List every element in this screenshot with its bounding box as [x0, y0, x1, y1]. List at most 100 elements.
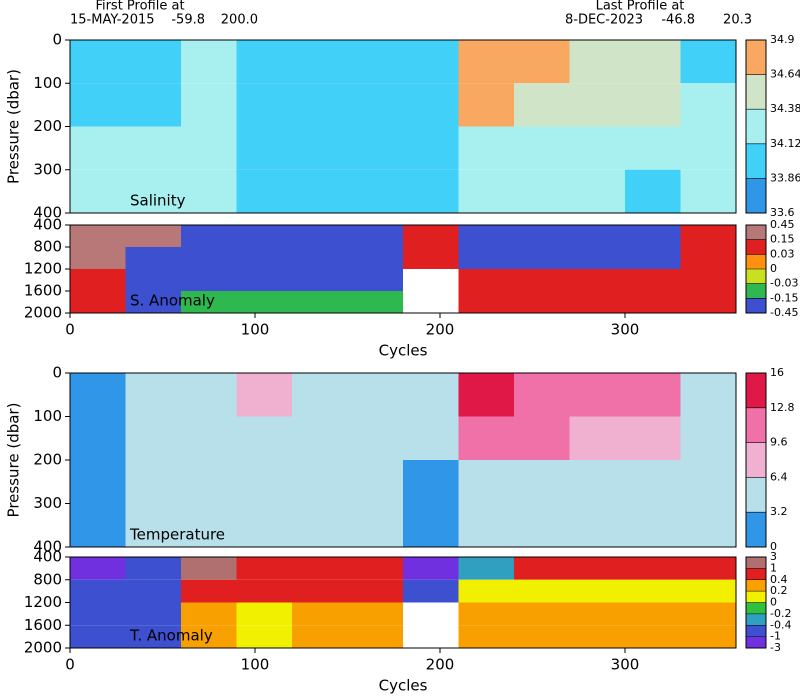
cell [70, 126, 126, 170]
cell [347, 503, 403, 547]
cell [569, 169, 625, 213]
cell [292, 625, 348, 648]
cell [70, 503, 126, 547]
colorbar-label: -0.2 [770, 607, 791, 620]
cell [181, 602, 237, 626]
cell [625, 126, 681, 170]
x-tick-label: 0 [65, 656, 75, 674]
last-label: Last Profile at [596, 0, 685, 14]
y-tick-label: 1600 [24, 282, 62, 300]
cell [125, 625, 181, 648]
cell [569, 602, 625, 626]
first-label: First Profile at [95, 0, 184, 14]
cell [347, 247, 403, 269]
cell [680, 291, 736, 313]
cell [458, 225, 514, 247]
cell [569, 460, 625, 504]
colorbar-label: -3 [770, 641, 781, 654]
cell [125, 416, 181, 460]
cell [181, 416, 237, 460]
y-tick-label: 800 [33, 570, 62, 588]
cell [403, 460, 459, 504]
cell [125, 503, 181, 547]
first-lat: 200.0 [221, 13, 258, 28]
cell [625, 247, 681, 269]
colorbar-label: 0 [770, 262, 777, 275]
cell [347, 291, 403, 313]
cell [458, 503, 514, 547]
cell [680, 460, 736, 504]
y-tick-label: 1200 [24, 593, 62, 611]
cell [514, 373, 570, 417]
colorbar-swatch [746, 178, 766, 213]
cell [236, 460, 292, 504]
cell [458, 373, 514, 417]
y-tick-label: 100 [33, 407, 62, 425]
cell [625, 169, 681, 213]
cell [403, 169, 459, 213]
cell [181, 503, 237, 547]
cell [181, 40, 237, 84]
colorbar-swatch [746, 557, 766, 569]
cell [569, 416, 625, 460]
y-tick-label: 400 [33, 538, 62, 556]
y-tick-label: 800 [33, 238, 62, 256]
cell [181, 460, 237, 504]
cell [125, 602, 181, 626]
cell [514, 503, 570, 547]
cell [680, 625, 736, 648]
colorbar-label: 9.6 [770, 436, 788, 449]
cell [569, 225, 625, 247]
colorbar-label: 0 [770, 540, 777, 553]
x-tick-label: 200 [426, 321, 455, 339]
cell [125, 169, 181, 213]
first-lon: -59.8 [171, 13, 205, 28]
cell [403, 503, 459, 547]
colorbar-label: 0.15 [770, 233, 795, 246]
cell [70, 225, 126, 247]
cell [680, 83, 736, 127]
cell [458, 247, 514, 269]
cell [236, 291, 292, 313]
cell [403, 247, 459, 269]
colorbar-swatch [746, 636, 766, 648]
cell [236, 225, 292, 247]
cell [625, 291, 681, 313]
cell [70, 83, 126, 127]
colorbar-label: 34.64 [770, 68, 800, 81]
cell [403, 225, 459, 247]
cell [125, 83, 181, 127]
cell [347, 83, 403, 127]
cell [403, 373, 459, 417]
cell [403, 83, 459, 127]
cell [625, 373, 681, 417]
colorbar-swatch [746, 568, 766, 580]
cell [347, 602, 403, 626]
colorbar-swatch [746, 225, 766, 240]
y-tick-label: 1200 [24, 260, 62, 278]
cell [236, 126, 292, 170]
colorbar-swatch [746, 579, 766, 592]
cell [347, 557, 403, 580]
cell [625, 602, 681, 626]
cell [458, 40, 514, 84]
cell [569, 557, 625, 580]
x-axis-label: Cycles [379, 677, 428, 695]
colorbar-swatch [746, 298, 766, 313]
cell [70, 373, 126, 417]
cell [514, 83, 570, 127]
cell [569, 40, 625, 84]
cell [680, 247, 736, 269]
cell [292, 247, 348, 269]
cell [680, 40, 736, 84]
cell [514, 602, 570, 626]
cell [514, 225, 570, 247]
cell [181, 579, 237, 603]
colorbar-label: 1 [770, 561, 777, 574]
cell [181, 169, 237, 213]
colorbar-label: 12.8 [770, 401, 795, 414]
y-tick-label: 0 [52, 31, 62, 49]
panel-label: T. Anomaly [129, 627, 213, 645]
cell [514, 416, 570, 460]
cell [125, 40, 181, 84]
